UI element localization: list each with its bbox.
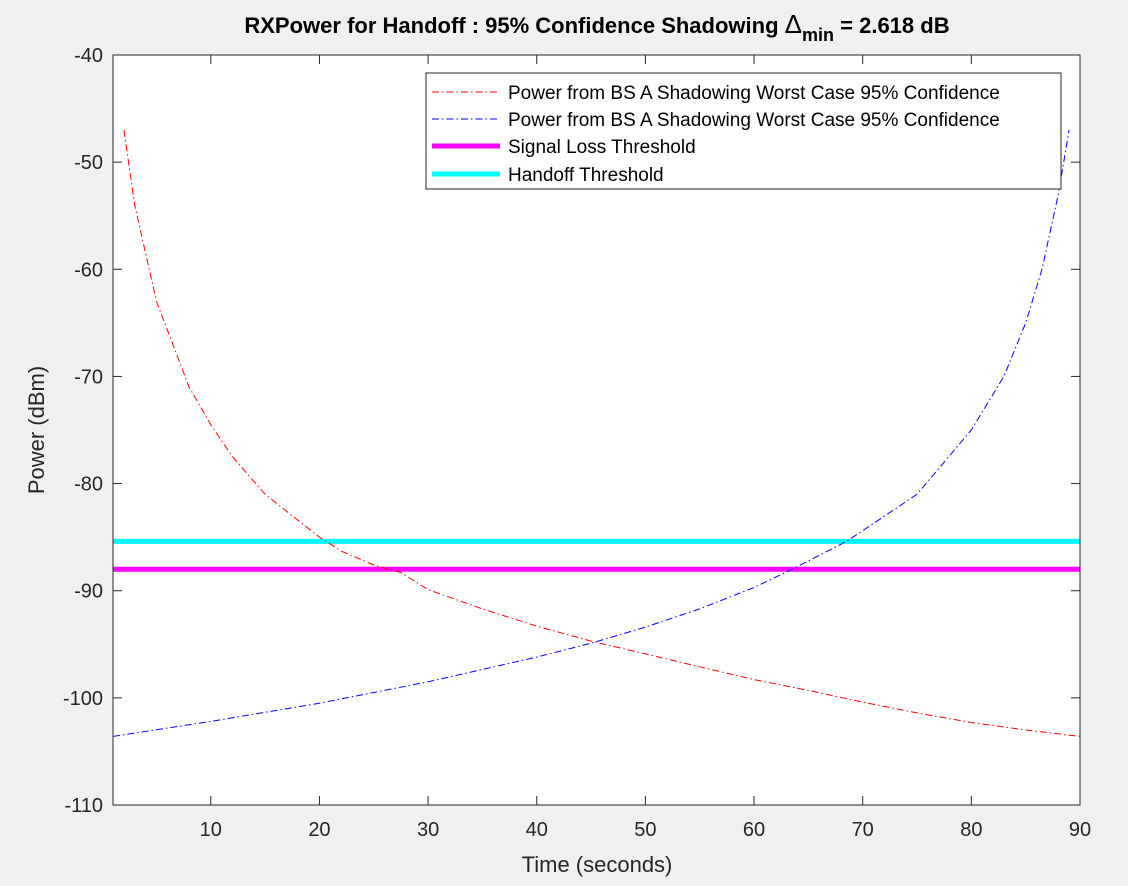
series-line-0 (123, 129, 1080, 737)
legend-box (425, 72, 1062, 190)
x-tick-label: 60 (743, 819, 765, 841)
x-axis-label: Time (seconds) (522, 852, 673, 877)
y-tick-label: -90 (74, 581, 103, 603)
legend: Power from BS A Shadowing Worst Case 95%… (425, 72, 1062, 190)
chart-title-prefix: RXPower for Handoff : 95% Confidence Sha… (244, 13, 784, 38)
chart-title-symbol: Δ (785, 9, 802, 39)
x-tick-label: 20 (308, 819, 330, 841)
legend-label-1: Power from BS A Shadowing Worst Case 95%… (508, 110, 1000, 131)
y-tick-label: -40 (74, 45, 103, 67)
y-axis-label: Power (dBm) (24, 366, 49, 494)
y-tick-label: -110 (64, 795, 103, 817)
x-tick-label: 40 (526, 819, 548, 841)
legend-label-3: Handoff Threshold (508, 165, 664, 186)
x-tick-label: 10 (200, 819, 222, 841)
x-tick-label: 90 (1069, 819, 1091, 841)
x-tick-label: 30 (417, 819, 439, 841)
series-line-1 (113, 129, 1070, 737)
chart-title-subscript: min (802, 25, 834, 45)
y-tick-label: -80 (74, 474, 103, 496)
x-tick-label: 80 (960, 819, 982, 841)
legend-label-2: Signal Loss Threshold (508, 137, 696, 158)
x-tick-label: 50 (634, 819, 656, 841)
y-tick-label: -60 (74, 259, 103, 281)
chart-title-suffix: = 2.618 dB (834, 13, 950, 38)
y-tick-label: -50 (74, 152, 103, 174)
legend-label-0: Power from BS A Shadowing Worst Case 95%… (508, 83, 1000, 104)
y-tick-label: -100 (63, 688, 103, 710)
axes: 10 20 30 40 50 60 70 80 90 -40 -50 -60 -70 -80 -90 -100… (63, 45, 1091, 841)
y-tick-label: -70 (74, 366, 103, 388)
plot-content (113, 129, 1080, 737)
axes-box (112, 54, 1081, 806)
x-tick-label: 70 (852, 819, 874, 841)
chart-title: RXPower for Handoff : 95% Confidence Sha… (244, 9, 949, 45)
